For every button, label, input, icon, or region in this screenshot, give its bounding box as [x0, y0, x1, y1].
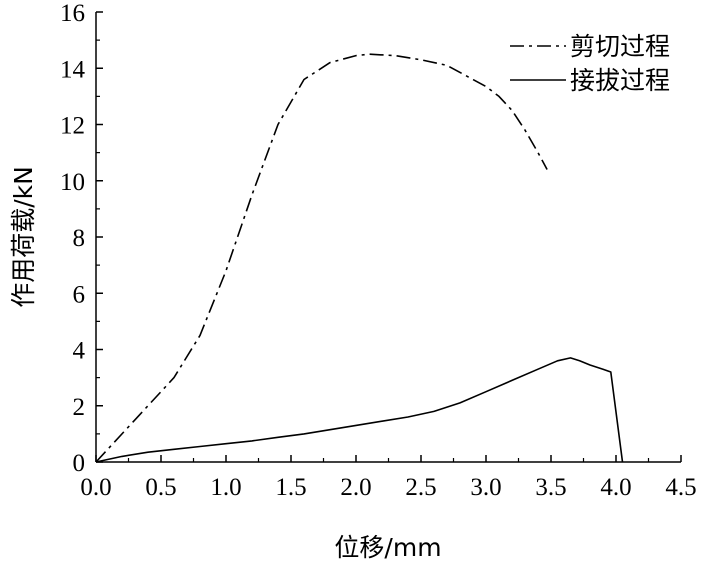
x-tick-label: 3.0	[470, 474, 501, 501]
y-tick-label: 4	[73, 338, 86, 365]
x-tick-label: 4.0	[600, 474, 631, 501]
legend-label-1: 剪切过程	[570, 32, 670, 61]
x-tick-label: 0.0	[80, 474, 111, 501]
legend-label-2: 接拔过程	[570, 66, 670, 95]
x-tick-label: 2.0	[340, 474, 371, 501]
y-tick-label: 14	[60, 56, 86, 83]
x-tick-label: 2.5	[405, 474, 436, 501]
y-tick-label: 16	[60, 0, 85, 27]
x-ticks: 0.0 0.5 1.0 1.5 2.0 2.5 3.0 3.5 4.0 4.5	[80, 455, 697, 501]
series-line-1	[95, 53, 548, 463]
y-ticks: 0 2 4 6 8 10 12 14 16	[60, 0, 103, 477]
y-tick-label: 0	[73, 450, 86, 477]
x-tick-label: 1.5	[275, 474, 306, 501]
y-tick-label: 10	[60, 169, 85, 196]
y-tick-label: 6	[73, 281, 86, 308]
x-tick-label: 0.5	[145, 474, 176, 501]
series-line-2	[95, 357, 624, 463]
x-tick-label: 4.5	[665, 474, 696, 501]
y-tick-label: 8	[73, 225, 86, 252]
x-axis-title: 位移/mm	[334, 533, 441, 561]
series-layer	[95, 53, 624, 463]
y-axis-title: 作用荷载/kN	[9, 166, 38, 308]
x-tick-label: 3.5	[535, 474, 566, 501]
y-tick-label: 12	[60, 113, 85, 140]
x-tick-label: 1.0	[210, 474, 241, 501]
y-tick-label: 2	[73, 394, 86, 421]
